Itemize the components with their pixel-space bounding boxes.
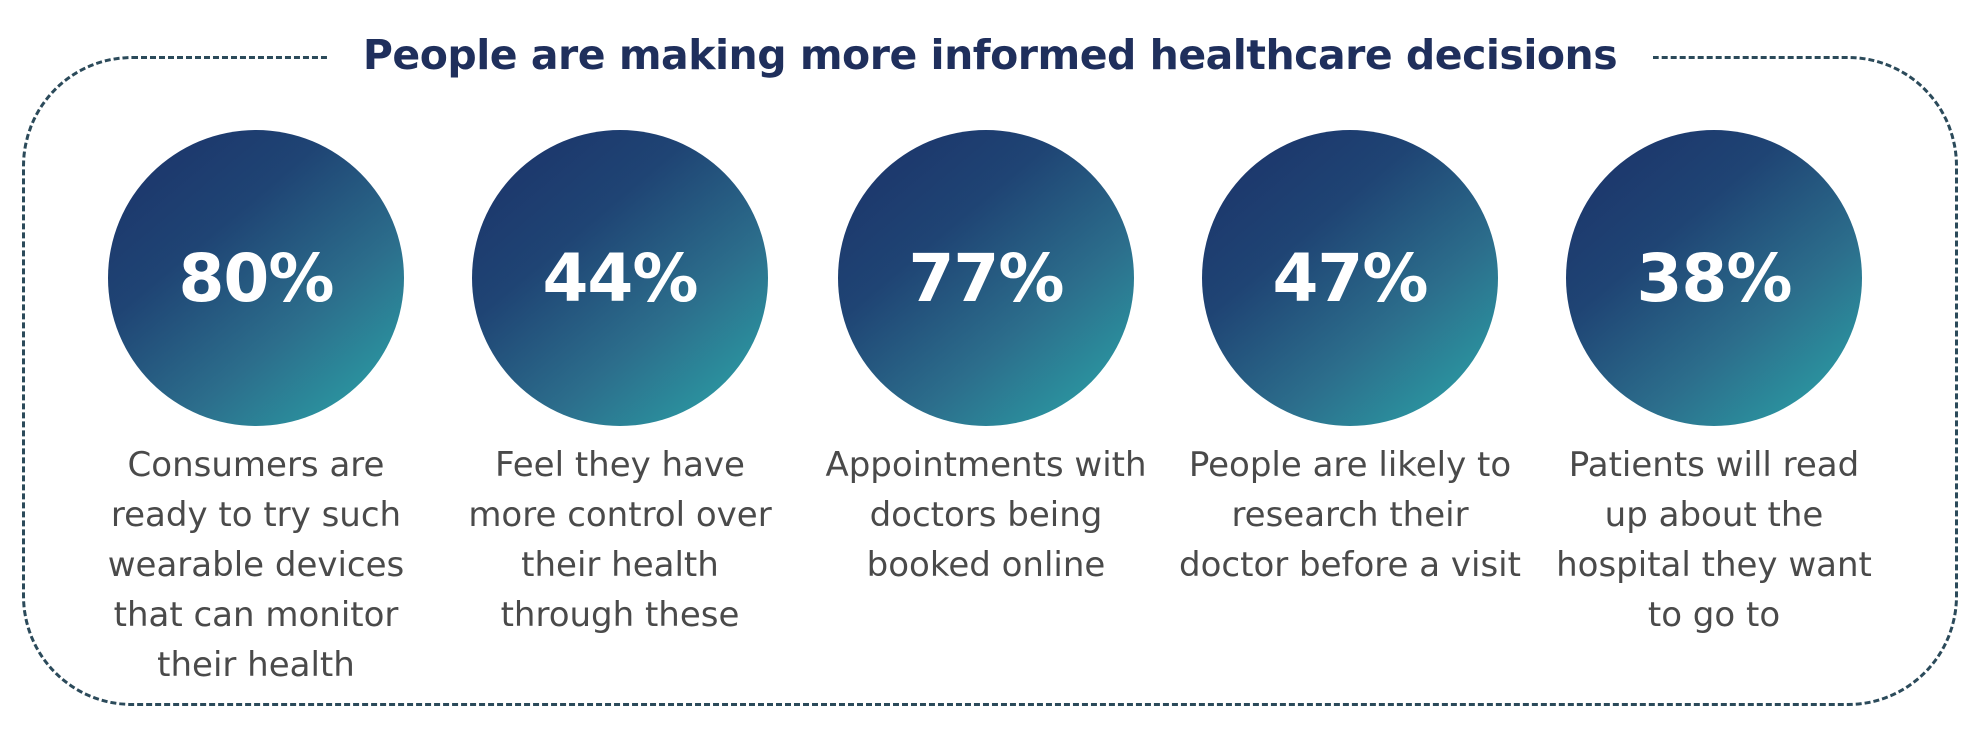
stat-description: Patients will read up about the hospital… [1556, 445, 1872, 635]
stat-value: 38% [1636, 239, 1793, 317]
stat-description: Consumers are ready to try such wearable… [107, 445, 405, 685]
stat-value: 47% [1272, 239, 1429, 317]
page-title: People are making more informed healthca… [0, 22, 1980, 88]
stat-circle: 38% [1566, 130, 1862, 426]
stat-circle: 44% [472, 130, 768, 426]
stat-value: 80% [178, 239, 335, 317]
stat-circle: 77% [838, 130, 1134, 426]
stat-item: 80% Consumers are ready to try such wear… [71, 130, 441, 690]
stat-value: 77% [908, 239, 1065, 317]
stat-item: 38% Patients will read up about the hosp… [1529, 130, 1899, 640]
stat-description: Appointments with doctors being booked o… [825, 445, 1147, 585]
stat-circle: 80% [108, 130, 404, 426]
stat-item: 47% People are likely to research their … [1165, 130, 1535, 590]
stat-description: Feel they have more control over their h… [468, 445, 772, 635]
stat-circle: 47% [1202, 130, 1498, 426]
stat-value: 44% [542, 239, 699, 317]
title-text: People are making more informed healthca… [326, 31, 1654, 79]
stat-item: 77% Appointments with doctors being book… [801, 130, 1171, 590]
stat-description: People are likely to research their doct… [1179, 445, 1521, 585]
stat-item: 44% Feel they have more control over the… [435, 130, 805, 640]
